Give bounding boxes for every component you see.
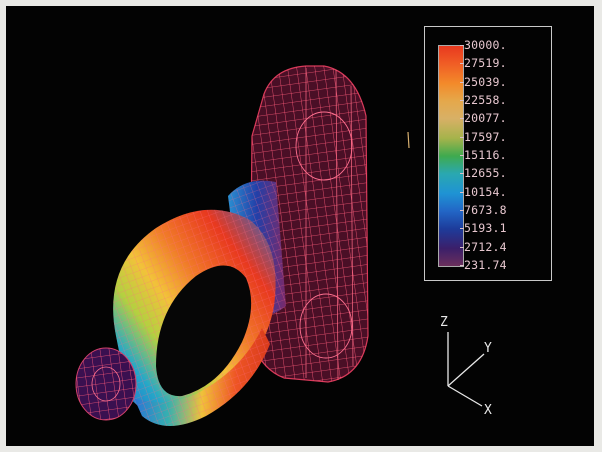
legend-value: 231.74: [460, 258, 507, 272]
legend-value: 30000.: [460, 38, 507, 52]
legend-value: 7673.8: [460, 203, 507, 217]
legend-value: 12655.: [460, 166, 507, 181]
ring-stress-contour: [113, 209, 276, 426]
legend-value: 20077.: [460, 111, 507, 126]
legend-value: 10154.: [460, 184, 507, 199]
legend-value: 17597.: [460, 129, 507, 144]
legend-value: 22558.: [460, 93, 507, 107]
y-axis-label: Y: [484, 341, 492, 356]
legend-value: 5193.1: [460, 221, 507, 236]
fea-viewport-frame: 30000. 27519. 25039. 22558. 20077. 17597. 1511…: [6, 6, 594, 446]
legend-value: 25039.: [460, 74, 507, 89]
z-axis-label: Z: [440, 315, 448, 330]
x-axis-label: X: [484, 403, 492, 416]
axis-triad: Z Y X: [440, 315, 492, 416]
legend-colorbar: [438, 45, 464, 267]
legend-value: 27519.: [460, 56, 507, 71]
model-viewport[interactable]: [6, 6, 594, 446]
legend-value: 15116.: [460, 148, 507, 162]
stray-mark: [407, 131, 410, 149]
legend-value: 2712.4: [460, 239, 507, 254]
stress-legend: 30000. 27519. 25039. 22558. 20077. 17597. 1511…: [424, 26, 552, 281]
pin-end-mesh: [75, 347, 137, 421]
